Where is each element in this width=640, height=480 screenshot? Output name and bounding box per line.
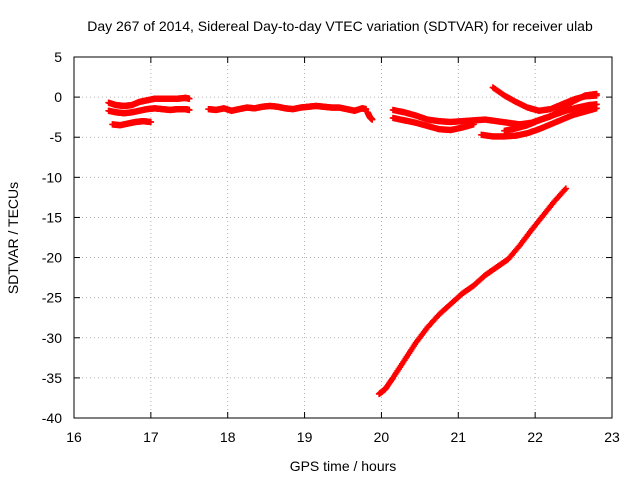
data-point: [593, 90, 600, 98]
x-axis-title: GPS time / hours: [290, 458, 397, 474]
data-point: [470, 121, 477, 128]
x-tick-label: 22: [527, 429, 543, 445]
data-point: [369, 116, 376, 123]
data-point: [186, 106, 193, 114]
x-tick-label: 23: [604, 429, 620, 445]
series-pass-b-tail: [364, 109, 376, 123]
y-tick-label: -25: [42, 290, 62, 306]
grid-layer: [74, 57, 612, 418]
data-point: [147, 118, 155, 126]
series-pass-a-mid: [105, 105, 193, 117]
y-tick-label: -15: [42, 209, 62, 225]
series-pass-b: [205, 102, 370, 114]
tick-layer: 16 17 18 19 20 21 22 23 5 0 -5 -10 -15 -20 -25 -30 -35 -4…: [42, 49, 620, 445]
data-point: [593, 105, 600, 112]
x-tick-label: 18: [220, 429, 236, 445]
x-tick-label: 17: [143, 429, 159, 445]
series-pass-g: [375, 185, 570, 398]
y-tick-label: 5: [54, 49, 62, 65]
data-point: [562, 185, 570, 192]
series-pass-c-lower: [389, 114, 477, 134]
data-layer: [105, 84, 600, 398]
series-pass-a-upper: [105, 94, 193, 110]
plot-frame: [73, 56, 613, 419]
series-pass-a-low: [109, 117, 155, 129]
y-tick-label: -35: [42, 370, 62, 386]
series-pass-d: [478, 105, 600, 140]
y-tick-label: -30: [42, 330, 62, 346]
x-tick-label: 20: [374, 429, 390, 445]
y-tick-label: 0: [54, 89, 62, 105]
y-tick-label: -5: [50, 129, 63, 145]
y-axis-title: SDTVAR / TECUs: [5, 182, 21, 294]
x-tick-label: 19: [297, 429, 313, 445]
y-tick-label: -20: [42, 250, 62, 266]
series-pass-f: [501, 90, 600, 135]
y-tick-label: -10: [42, 169, 62, 185]
x-tick-label: 16: [66, 429, 82, 445]
chart-title: Day 267 of 2014, Sidereal Day-to-day VTE…: [87, 18, 593, 34]
y-tick-label: -40: [42, 410, 62, 426]
data-point-fill: [561, 186, 568, 194]
data-point: [186, 95, 193, 102]
x-tick-label: 21: [450, 429, 466, 445]
data-point: [362, 105, 370, 113]
series-pass-e: [489, 84, 600, 114]
